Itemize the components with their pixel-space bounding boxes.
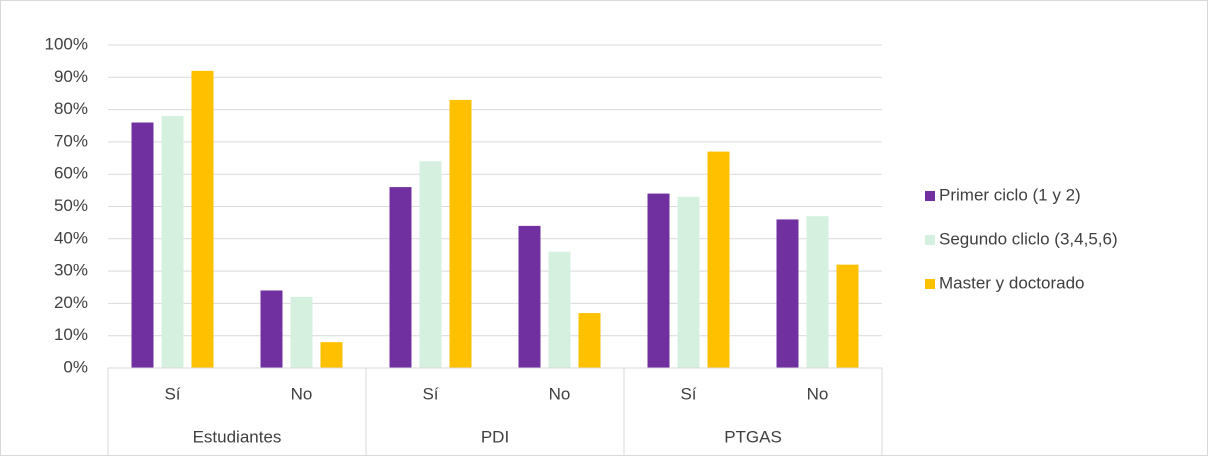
- bar: [131, 122, 154, 369]
- y-tick-label: 90%: [54, 67, 88, 86]
- x-group-label: PTGAS: [724, 427, 782, 446]
- y-tick-label: 0%: [63, 357, 88, 376]
- y-tick-label: 10%: [54, 325, 88, 344]
- bar: [707, 151, 730, 368]
- y-tick-label: 80%: [54, 99, 88, 118]
- x-tick-label: No: [807, 384, 829, 403]
- bar: [647, 193, 670, 368]
- bar: [320, 342, 343, 368]
- x-tick-label: Sí: [164, 384, 180, 403]
- legend-swatch: [925, 191, 935, 201]
- y-tick-label: 70%: [54, 131, 88, 150]
- legend-label: Master y doctorado: [939, 273, 1085, 292]
- bar: [449, 99, 472, 368]
- bar: [578, 313, 601, 368]
- bar: [518, 225, 541, 368]
- bar: [677, 196, 700, 368]
- x-group-label: Estudiantes: [193, 427, 282, 446]
- x-tick-label: Sí: [680, 384, 696, 403]
- bar: [191, 70, 214, 368]
- bar: [161, 116, 184, 368]
- y-tick-label: 30%: [54, 261, 88, 280]
- bar: [548, 251, 571, 368]
- x-tick-label: Sí: [422, 384, 438, 403]
- bar: [419, 161, 442, 368]
- y-tick-label: 60%: [54, 164, 88, 183]
- x-group-label: PDI: [481, 427, 509, 446]
- bar: [290, 296, 313, 368]
- bar: [260, 290, 283, 368]
- legend-label: Primer ciclo (1 y 2): [939, 185, 1081, 204]
- bar: [806, 216, 829, 368]
- x-tick-label: No: [549, 384, 571, 403]
- bar: [389, 187, 412, 368]
- bar: [776, 219, 799, 368]
- legend-swatch: [925, 235, 935, 245]
- y-tick-label: 40%: [54, 228, 88, 247]
- bar: [836, 264, 859, 368]
- y-tick-label: 20%: [54, 293, 88, 312]
- legend-swatch: [925, 279, 935, 289]
- legend-label: Segundo cliclo (3,4,5,6): [939, 229, 1118, 248]
- y-tick-label: 50%: [54, 196, 88, 215]
- x-tick-label: No: [291, 384, 313, 403]
- y-tick-label: 100%: [45, 34, 88, 53]
